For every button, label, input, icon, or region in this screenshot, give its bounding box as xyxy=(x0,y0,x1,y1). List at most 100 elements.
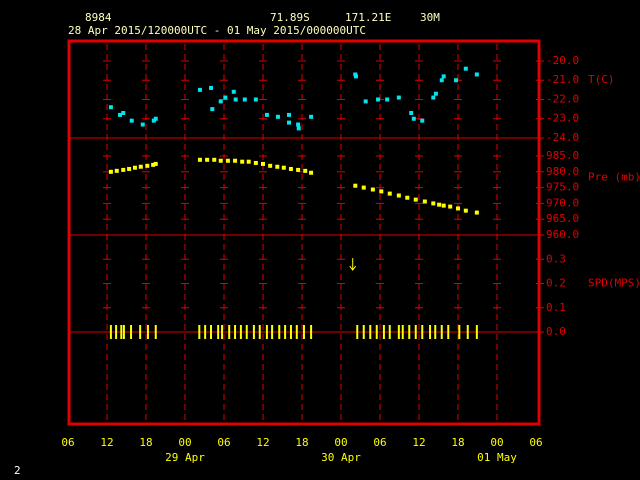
point xyxy=(153,161,158,166)
point xyxy=(114,168,119,173)
point xyxy=(474,72,479,77)
point xyxy=(275,114,280,119)
point xyxy=(296,126,301,131)
x-tick-label: 06 xyxy=(217,436,230,449)
date-label: 30 Apr xyxy=(321,451,361,464)
point xyxy=(413,197,418,202)
point xyxy=(233,158,238,163)
point xyxy=(379,189,384,194)
longitude: 171.21E xyxy=(345,11,391,24)
point xyxy=(153,116,158,121)
y-tick-label: 975.0 xyxy=(546,181,579,194)
point xyxy=(209,85,213,90)
x-tick-label: 18 xyxy=(451,436,464,449)
y-tick-label: -24.0 xyxy=(546,131,579,144)
point xyxy=(288,166,293,171)
point xyxy=(240,159,245,164)
point xyxy=(231,89,236,94)
y-axis-label: Pre (mb) xyxy=(588,171,640,184)
x-tick-label: 12 xyxy=(100,436,113,449)
point xyxy=(281,165,286,170)
point xyxy=(309,170,314,175)
x-tick-label: 18 xyxy=(295,436,308,449)
point xyxy=(127,166,132,171)
x-tick-label: 12 xyxy=(256,436,269,449)
point xyxy=(225,158,230,163)
x-tick-label: 06 xyxy=(61,436,74,449)
point xyxy=(437,202,442,207)
y-tick-label: 960.0 xyxy=(546,228,579,241)
page-number: 2 xyxy=(14,464,21,477)
point xyxy=(197,157,202,162)
point xyxy=(431,201,436,206)
point xyxy=(363,99,368,104)
y-axis-label: T(C) xyxy=(588,73,615,86)
y-tick-label: 965.0 xyxy=(546,212,579,225)
point xyxy=(218,99,223,104)
point xyxy=(439,78,444,83)
point xyxy=(396,193,401,198)
point xyxy=(441,203,446,208)
point xyxy=(474,210,479,215)
point xyxy=(385,97,390,102)
point xyxy=(212,157,217,162)
x-tick-label: 00 xyxy=(490,436,503,449)
point xyxy=(353,183,358,188)
point xyxy=(145,163,150,168)
x-tick-label: 18 xyxy=(139,436,152,449)
point xyxy=(151,162,156,167)
point xyxy=(303,168,308,173)
point xyxy=(223,95,228,100)
point xyxy=(396,95,401,100)
y-tick-label: -23.0 xyxy=(546,112,579,125)
point xyxy=(108,169,113,174)
point xyxy=(132,165,137,170)
y-tick-label: -21.0 xyxy=(546,73,579,86)
point xyxy=(411,116,416,121)
elevation: 30M xyxy=(420,11,440,24)
y-axis-label: SPD(MPS) xyxy=(588,277,640,290)
point xyxy=(218,158,223,163)
date-label: 01 May xyxy=(477,451,517,464)
point xyxy=(463,208,468,213)
y-tick-label: 0.1 xyxy=(546,301,566,314)
point xyxy=(420,118,425,123)
point xyxy=(448,204,453,209)
point xyxy=(431,95,436,100)
station-id: 8984 xyxy=(85,11,112,24)
point xyxy=(433,91,438,96)
point xyxy=(353,74,358,79)
wind-arrow xyxy=(349,258,357,271)
x-tick-label: 12 xyxy=(412,436,425,449)
point xyxy=(296,167,301,172)
point xyxy=(454,78,459,83)
y-tick-label: 0.0 xyxy=(546,325,566,338)
date-label: 29 Apr xyxy=(165,451,205,464)
point xyxy=(129,118,134,123)
y-tick-label: -22.0 xyxy=(546,92,579,105)
point xyxy=(253,160,258,165)
y-tick-label: 970.0 xyxy=(546,196,579,209)
y-tick-label: 0.3 xyxy=(546,252,566,265)
point xyxy=(246,159,251,164)
point xyxy=(361,185,366,190)
point xyxy=(233,97,238,102)
x-tick-label: 00 xyxy=(178,436,191,449)
frame xyxy=(67,39,541,426)
x-tick-label: 06 xyxy=(529,436,542,449)
x-tick-label: 06 xyxy=(373,436,386,449)
period: 28 Apr 2015/120000UTC - 01 May 2015/0000… xyxy=(68,24,366,37)
point xyxy=(108,105,113,110)
point xyxy=(387,191,392,196)
point xyxy=(456,206,460,211)
point xyxy=(205,157,210,162)
point xyxy=(376,97,381,102)
point xyxy=(405,195,410,200)
point xyxy=(287,120,291,125)
x-tick-label: 00 xyxy=(334,436,347,449)
point xyxy=(309,114,314,119)
y-tick-label: 980.0 xyxy=(546,165,579,178)
point xyxy=(264,112,269,117)
point xyxy=(409,110,414,115)
